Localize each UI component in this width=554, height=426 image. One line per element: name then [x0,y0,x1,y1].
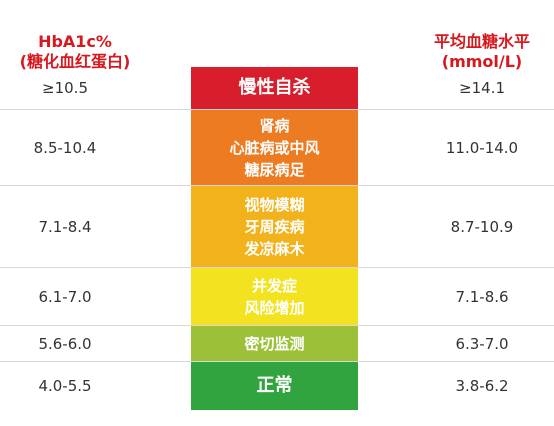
hba1c-value: ≥10.5 [42,79,88,97]
hba1c-header-subtitle: (糖化血红蛋白) [19,52,131,71]
risk-label: 牙周疾病 [244,217,305,236]
hba1c-header-title: HbA1c% [38,32,112,51]
glucose-header: 平均血糖水平 (mmol/L) [410,32,554,72]
table-row: 8.5-10.4 肾病 心脏病或中风 糖尿病足 11.0-14.0 [0,110,554,185]
row-divider [0,267,554,268]
glucose-header-title: 平均血糖水平 [433,32,530,51]
glucose-value: 6.3-7.0 [455,334,509,353]
glucose-header-unit: (mmol/L) [441,52,523,71]
risk-label: 并发症 [251,276,297,295]
risk-label: 视物模糊 [244,195,305,214]
risk-label: 正常 [256,375,293,396]
hba1c-value: 6.1-7.0 [38,287,92,306]
table-row: 5.6-6.0 密切监测 6.3-7.0 [0,326,554,361]
row-divider [0,361,554,362]
risk-band: 正常 [191,362,358,410]
risk-label: 发凉麻木 [244,239,305,258]
risk-label: 密切监测 [244,334,305,353]
risk-band: 肾病 心脏病或中风 糖尿病足 [191,110,358,185]
row-divider [0,185,554,186]
table-row: ≥10.5 慢性自杀 ≥14.1 [0,67,554,109]
table-row: 4.0-5.5 正常 3.8-6.2 [0,362,554,410]
hba1c-value: 4.0-5.5 [38,377,92,395]
hba1c-header: HbA1c% (糖化血红蛋白) [0,32,150,72]
risk-label: 心脏病或中风 [229,138,320,157]
hba1c-value: 8.5-10.4 [33,138,97,157]
glucose-value: ≥14.1 [459,79,505,97]
risk-label: 糖尿病足 [244,160,305,179]
risk-label: 风险增加 [244,298,305,317]
risk-band: 密切监测 [191,326,358,361]
risk-label: 肾病 [259,116,290,135]
risk-band: 视物模糊 牙周疾病 发凉麻木 [191,186,358,267]
risk-band: 并发症 风险增加 [191,268,358,325]
table-row: 7.1-8.4 视物模糊 牙周疾病 发凉麻木 8.7-10.9 [0,186,554,267]
glucose-value: 11.0-14.0 [445,138,519,157]
hba1c-value: 7.1-8.4 [38,217,92,236]
risk-band: 慢性自杀 [191,67,358,109]
glucose-value: 3.8-6.2 [455,377,509,395]
table-row: 6.1-7.0 并发症 风险增加 7.1-8.6 [0,268,554,325]
hba1c-value: 5.6-6.0 [38,334,92,353]
row-divider [0,325,554,326]
glucose-value: 7.1-8.6 [455,287,509,306]
risk-label: 慢性自杀 [238,77,311,98]
glucose-value: 8.7-10.9 [450,217,514,236]
row-divider [0,109,554,110]
